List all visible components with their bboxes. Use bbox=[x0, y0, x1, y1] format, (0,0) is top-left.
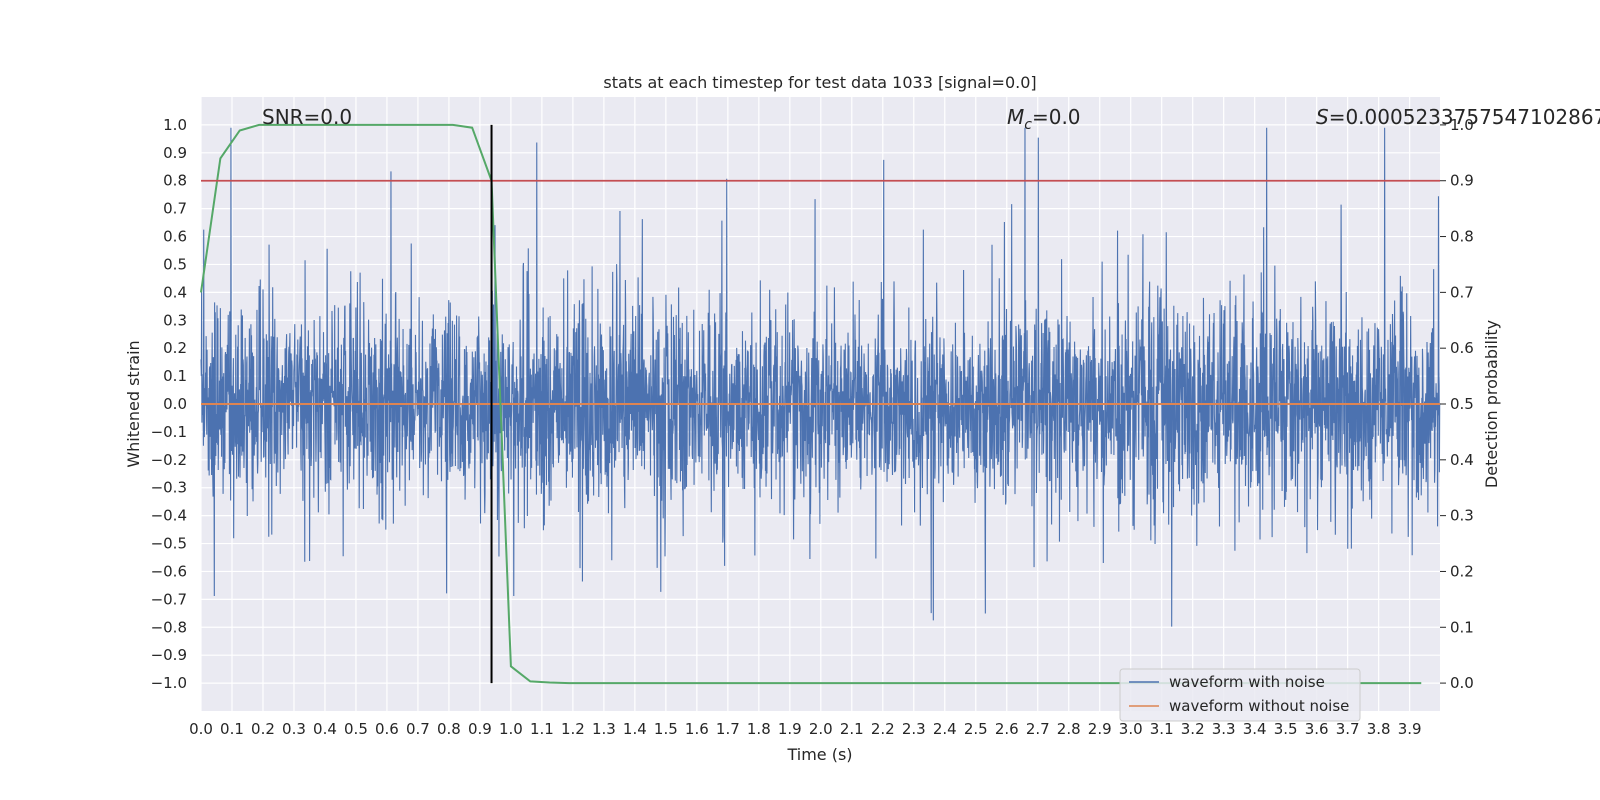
x-tick-label: 3.6 bbox=[1305, 720, 1329, 738]
y-tick-label: −0.5 bbox=[151, 535, 187, 553]
x-tick-label: 2.7 bbox=[1026, 720, 1050, 738]
y-tick-label: 0.8 bbox=[163, 172, 187, 190]
x-tick-label: 0.8 bbox=[437, 720, 461, 738]
x-tick-label: 2.9 bbox=[1088, 720, 1112, 738]
y2-tick-label: 0.2 bbox=[1450, 562, 1474, 580]
y-tick-label: 0.1 bbox=[163, 367, 187, 385]
y-tick-label: 0.4 bbox=[163, 283, 187, 301]
x-tick-label: 2.5 bbox=[964, 720, 988, 738]
y2-tick-label: 0.9 bbox=[1450, 172, 1474, 190]
legend-box bbox=[1119, 668, 1361, 722]
y-tick-label: 1.0 bbox=[163, 116, 187, 134]
y-tick-label: 0.5 bbox=[163, 255, 187, 273]
y-axis-label: Whitened strain bbox=[124, 340, 143, 467]
x-tick-label: 0.4 bbox=[313, 720, 337, 738]
x-tick-label: 1.6 bbox=[685, 720, 709, 738]
y2-tick-labels: 1.0 0.9 0.8 0.7 0.6 0.5 0.4 0.3 0.2 0.1 0.0 bbox=[1440, 116, 1474, 692]
x-tick-label: 3.0 bbox=[1119, 720, 1143, 738]
y-tick-label: −0.4 bbox=[151, 507, 187, 525]
x-tick-label: 2.8 bbox=[1057, 720, 1081, 738]
x-tick-label: 0.5 bbox=[344, 720, 368, 738]
y-tick-label: −0.6 bbox=[151, 562, 187, 580]
x-tick-label: 2.2 bbox=[871, 720, 895, 738]
mc-value: =0.0 bbox=[1032, 105, 1081, 129]
x-tick-label: 2.0 bbox=[809, 720, 833, 738]
x-tick-label: 3.3 bbox=[1212, 720, 1236, 738]
x-tick-label: 0.6 bbox=[375, 720, 399, 738]
x-tick-label: 0.7 bbox=[406, 720, 430, 738]
s-value: =0.0005233757547102867 bbox=[1329, 105, 1600, 129]
legend-label-clean: waveform without noise bbox=[1169, 697, 1349, 715]
y-tick-label: 0.0 bbox=[163, 395, 187, 413]
y-tick-label: 0.6 bbox=[163, 228, 187, 246]
x-tick-label: 1.0 bbox=[499, 720, 523, 738]
x-tick-labels: 0.0 0.1 0.2 0.3 0.4 0.5 0.6 0.7 0.8 0.9 1.0 1.1 1.2 1… bbox=[189, 720, 1421, 738]
x-tick-label: 1.4 bbox=[623, 720, 647, 738]
x-tick-label: 1.8 bbox=[747, 720, 771, 738]
y2-tick-label: 0.1 bbox=[1450, 618, 1474, 636]
x-tick-label: 2.4 bbox=[933, 720, 957, 738]
mc-subscript: c bbox=[1024, 117, 1032, 133]
y-tick-label: 0.9 bbox=[163, 144, 187, 162]
y2-tick-label: 0.4 bbox=[1450, 451, 1474, 469]
x-tick-label: 0.3 bbox=[282, 720, 306, 738]
y2-axis-label: Detection probability bbox=[1482, 320, 1501, 488]
chart-title: stats at each timestep for test data 103… bbox=[603, 73, 1036, 92]
x-tick-label: 1.7 bbox=[716, 720, 740, 738]
y-tick-label: −1.0 bbox=[151, 674, 187, 692]
y2-tick-label: 1.0 bbox=[1450, 116, 1474, 134]
y-tick-label: −0.1 bbox=[151, 423, 187, 441]
x-tick-label: 3.8 bbox=[1367, 720, 1391, 738]
x-tick-label: 0.0 bbox=[189, 720, 213, 738]
x-tick-label: 2.6 bbox=[995, 720, 1019, 738]
y2-tick-label: 0.6 bbox=[1450, 339, 1474, 357]
snr-annotation: SNR=0.0 bbox=[262, 105, 352, 129]
x-tick-label: 0.2 bbox=[251, 720, 275, 738]
y2-tick-label: 0.7 bbox=[1450, 283, 1474, 301]
y2-tick-label: 0.8 bbox=[1450, 228, 1474, 246]
y-tick-label: −0.2 bbox=[151, 451, 187, 469]
overlay-series bbox=[200, 123, 1440, 685]
x-tick-label: 1.2 bbox=[561, 720, 585, 738]
x-tick-label: 1.9 bbox=[778, 720, 802, 738]
series-line-waveform-with-noise bbox=[200, 127, 1441, 627]
x-tick-label: 1.1 bbox=[530, 720, 554, 738]
y-tick-label: −0.8 bbox=[151, 618, 187, 636]
x-axis-label: Time (s) bbox=[786, 745, 852, 764]
x-tick-label: 0.1 bbox=[220, 720, 244, 738]
x-tick-label: 3.9 bbox=[1398, 720, 1422, 738]
y2-tick-label: 0.0 bbox=[1450, 674, 1474, 692]
y-tick-label: −0.9 bbox=[151, 646, 187, 664]
y-tick-label: 0.7 bbox=[163, 200, 187, 218]
y2-tick-label: 0.5 bbox=[1450, 395, 1474, 413]
x-tick-label: 3.4 bbox=[1243, 720, 1267, 738]
x-tick-label: 1.3 bbox=[592, 720, 616, 738]
x-tick-label: 3.7 bbox=[1336, 720, 1360, 738]
mc-symbol: M bbox=[1007, 105, 1024, 129]
y-tick-label: −0.7 bbox=[151, 590, 187, 608]
x-tick-label: 3.5 bbox=[1274, 720, 1298, 738]
legend-label-noise: waveform with noise bbox=[1169, 673, 1325, 691]
series-line-detection-probability bbox=[200, 123, 1422, 685]
s-symbol: S bbox=[1316, 105, 1329, 129]
mc-annotation: Mc=0.0 bbox=[1007, 105, 1081, 133]
x-tick-label: 3.1 bbox=[1150, 720, 1174, 738]
x-tick-label: 2.1 bbox=[840, 720, 864, 738]
x-tick-label: 1.5 bbox=[654, 720, 678, 738]
y-tick-label: −0.3 bbox=[151, 479, 187, 497]
y-tick-label: 0.3 bbox=[163, 311, 187, 329]
waveform-with-noise-series bbox=[200, 127, 1441, 627]
y-tick-label: 0.2 bbox=[163, 339, 187, 357]
s-annotation: S=0.0005233757547102867 bbox=[1316, 105, 1600, 129]
x-tick-label: 3.2 bbox=[1181, 720, 1205, 738]
y-tick-labels: 1.0 0.9 0.8 0.7 0.6 0.5 0.4 0.3 0.2 0.1 0.0 −0.1 −0.… bbox=[151, 116, 187, 692]
x-tick-label: 0.9 bbox=[468, 720, 492, 738]
y2-tick-label: 0.3 bbox=[1450, 507, 1474, 525]
legend: waveform with noise waveform without noi… bbox=[1119, 668, 1361, 722]
x-tick-label: 2.3 bbox=[902, 720, 926, 738]
